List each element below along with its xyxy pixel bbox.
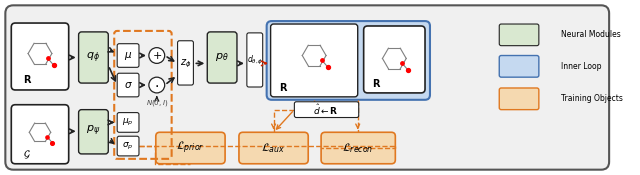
Text: $p_\theta$: $p_\theta$ [215, 51, 229, 64]
FancyBboxPatch shape [499, 88, 539, 110]
Text: $z_\phi$: $z_\phi$ [180, 57, 191, 70]
FancyBboxPatch shape [79, 110, 108, 154]
FancyBboxPatch shape [12, 105, 68, 164]
Point [42, 135, 52, 138]
Text: $\mathbf{R}$: $\mathbf{R}$ [278, 81, 288, 93]
FancyBboxPatch shape [177, 41, 193, 85]
FancyBboxPatch shape [117, 113, 139, 132]
Text: $\cdot$: $\cdot$ [154, 78, 159, 92]
FancyBboxPatch shape [499, 24, 539, 46]
Text: $\mathcal{G}$: $\mathcal{G}$ [23, 149, 31, 161]
FancyBboxPatch shape [12, 23, 68, 90]
Text: Training Objects: Training Objects [561, 94, 623, 103]
Text: $\mathcal{L}_{aux}$: $\mathcal{L}_{aux}$ [262, 141, 285, 155]
Text: $\mu_p$: $\mu_p$ [122, 117, 134, 128]
Point [47, 142, 58, 144]
Point [49, 64, 59, 67]
Circle shape [149, 48, 164, 63]
Text: $N(0,I)$: $N(0,I)$ [146, 98, 168, 108]
Circle shape [149, 77, 164, 93]
Text: $d_{\theta,\phi}$: $d_{\theta,\phi}$ [246, 54, 263, 67]
FancyBboxPatch shape [239, 132, 308, 164]
Text: $p_\psi$: $p_\psi$ [86, 124, 100, 138]
Point [397, 62, 408, 65]
FancyBboxPatch shape [79, 32, 108, 83]
Text: $\mathcal{L}_{prior}$: $\mathcal{L}_{prior}$ [176, 140, 205, 156]
FancyBboxPatch shape [247, 33, 262, 87]
FancyBboxPatch shape [5, 5, 609, 170]
Text: $\sigma_p$: $\sigma_p$ [122, 141, 134, 152]
Text: $\mathcal{L}_{recon}$: $\mathcal{L}_{recon}$ [342, 141, 373, 155]
FancyBboxPatch shape [267, 21, 430, 100]
Point [323, 66, 333, 69]
FancyBboxPatch shape [156, 132, 225, 164]
Text: $+$: $+$ [152, 50, 162, 61]
Point [43, 57, 53, 60]
FancyBboxPatch shape [271, 24, 358, 97]
FancyBboxPatch shape [117, 73, 139, 97]
FancyBboxPatch shape [321, 132, 396, 164]
Text: $\sigma$: $\sigma$ [124, 80, 132, 90]
FancyBboxPatch shape [117, 44, 139, 67]
Text: $\mathbf{R}$: $\mathbf{R}$ [23, 73, 33, 85]
FancyBboxPatch shape [294, 102, 358, 118]
Text: $\mathbf{R}$: $\mathbf{R}$ [372, 77, 381, 89]
Text: $\mu$: $\mu$ [124, 50, 132, 62]
FancyBboxPatch shape [364, 26, 425, 93]
Text: Inner Loop: Inner Loop [561, 62, 601, 71]
Text: $q_\phi$: $q_\phi$ [86, 50, 100, 65]
FancyBboxPatch shape [499, 55, 539, 77]
FancyBboxPatch shape [207, 32, 237, 83]
Text: $\hat{d} \leftarrow \mathbf{R}$: $\hat{d} \leftarrow \mathbf{R}$ [314, 102, 339, 117]
FancyBboxPatch shape [117, 136, 139, 156]
Point [403, 69, 413, 72]
Point [317, 59, 327, 62]
Text: Neural Modules: Neural Modules [561, 30, 620, 39]
